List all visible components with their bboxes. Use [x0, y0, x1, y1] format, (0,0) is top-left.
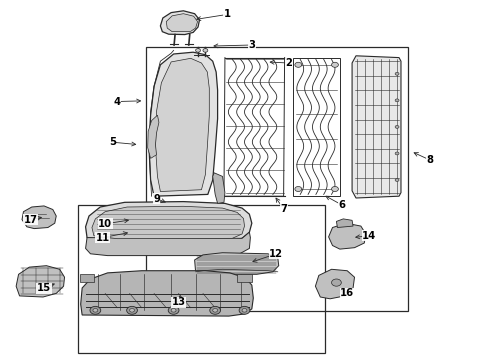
Text: 9: 9 [153, 194, 160, 204]
Circle shape [394, 152, 398, 155]
Circle shape [331, 186, 338, 192]
Circle shape [203, 49, 207, 52]
Polygon shape [85, 232, 250, 256]
Polygon shape [155, 58, 209, 192]
Circle shape [171, 309, 176, 312]
Circle shape [394, 126, 398, 129]
Circle shape [195, 49, 200, 52]
Polygon shape [160, 11, 199, 35]
Text: 17: 17 [23, 215, 37, 225]
Polygon shape [80, 274, 94, 282]
Text: 4: 4 [114, 96, 121, 107]
Polygon shape [336, 219, 352, 228]
Polygon shape [315, 269, 354, 299]
Circle shape [394, 99, 398, 102]
Polygon shape [166, 14, 197, 32]
Text: 5: 5 [109, 137, 116, 147]
Bar [145, 47, 407, 311]
Text: 8: 8 [426, 155, 433, 165]
Text: 3: 3 [248, 40, 255, 50]
Circle shape [212, 309, 217, 312]
Polygon shape [194, 253, 278, 274]
Circle shape [168, 306, 179, 314]
Text: 1: 1 [224, 9, 230, 19]
Polygon shape [328, 223, 365, 249]
Text: 10: 10 [98, 219, 112, 229]
Circle shape [93, 309, 98, 312]
Text: 13: 13 [171, 297, 185, 307]
Text: 12: 12 [269, 249, 283, 259]
Polygon shape [237, 274, 251, 282]
Circle shape [242, 309, 246, 312]
Text: 14: 14 [361, 231, 376, 241]
Bar [78, 205, 325, 353]
Polygon shape [22, 206, 56, 229]
Circle shape [331, 279, 341, 286]
Text: 11: 11 [95, 233, 110, 243]
Text: 6: 6 [338, 200, 345, 210]
Text: 2: 2 [285, 58, 291, 68]
Polygon shape [212, 173, 224, 203]
Circle shape [394, 72, 398, 75]
Polygon shape [85, 202, 251, 241]
Circle shape [394, 179, 398, 181]
Polygon shape [147, 115, 159, 158]
Circle shape [126, 306, 137, 314]
Polygon shape [81, 271, 253, 316]
Text: 7: 7 [280, 204, 286, 214]
Circle shape [294, 186, 301, 192]
Text: 16: 16 [340, 288, 353, 298]
Circle shape [209, 306, 220, 314]
Circle shape [239, 306, 249, 314]
Polygon shape [351, 56, 400, 198]
Polygon shape [149, 52, 217, 196]
Polygon shape [92, 206, 244, 239]
Circle shape [331, 62, 338, 67]
Polygon shape [16, 266, 64, 297]
Circle shape [129, 309, 134, 312]
Circle shape [90, 306, 101, 314]
Circle shape [294, 62, 301, 67]
Text: 15: 15 [37, 283, 51, 293]
